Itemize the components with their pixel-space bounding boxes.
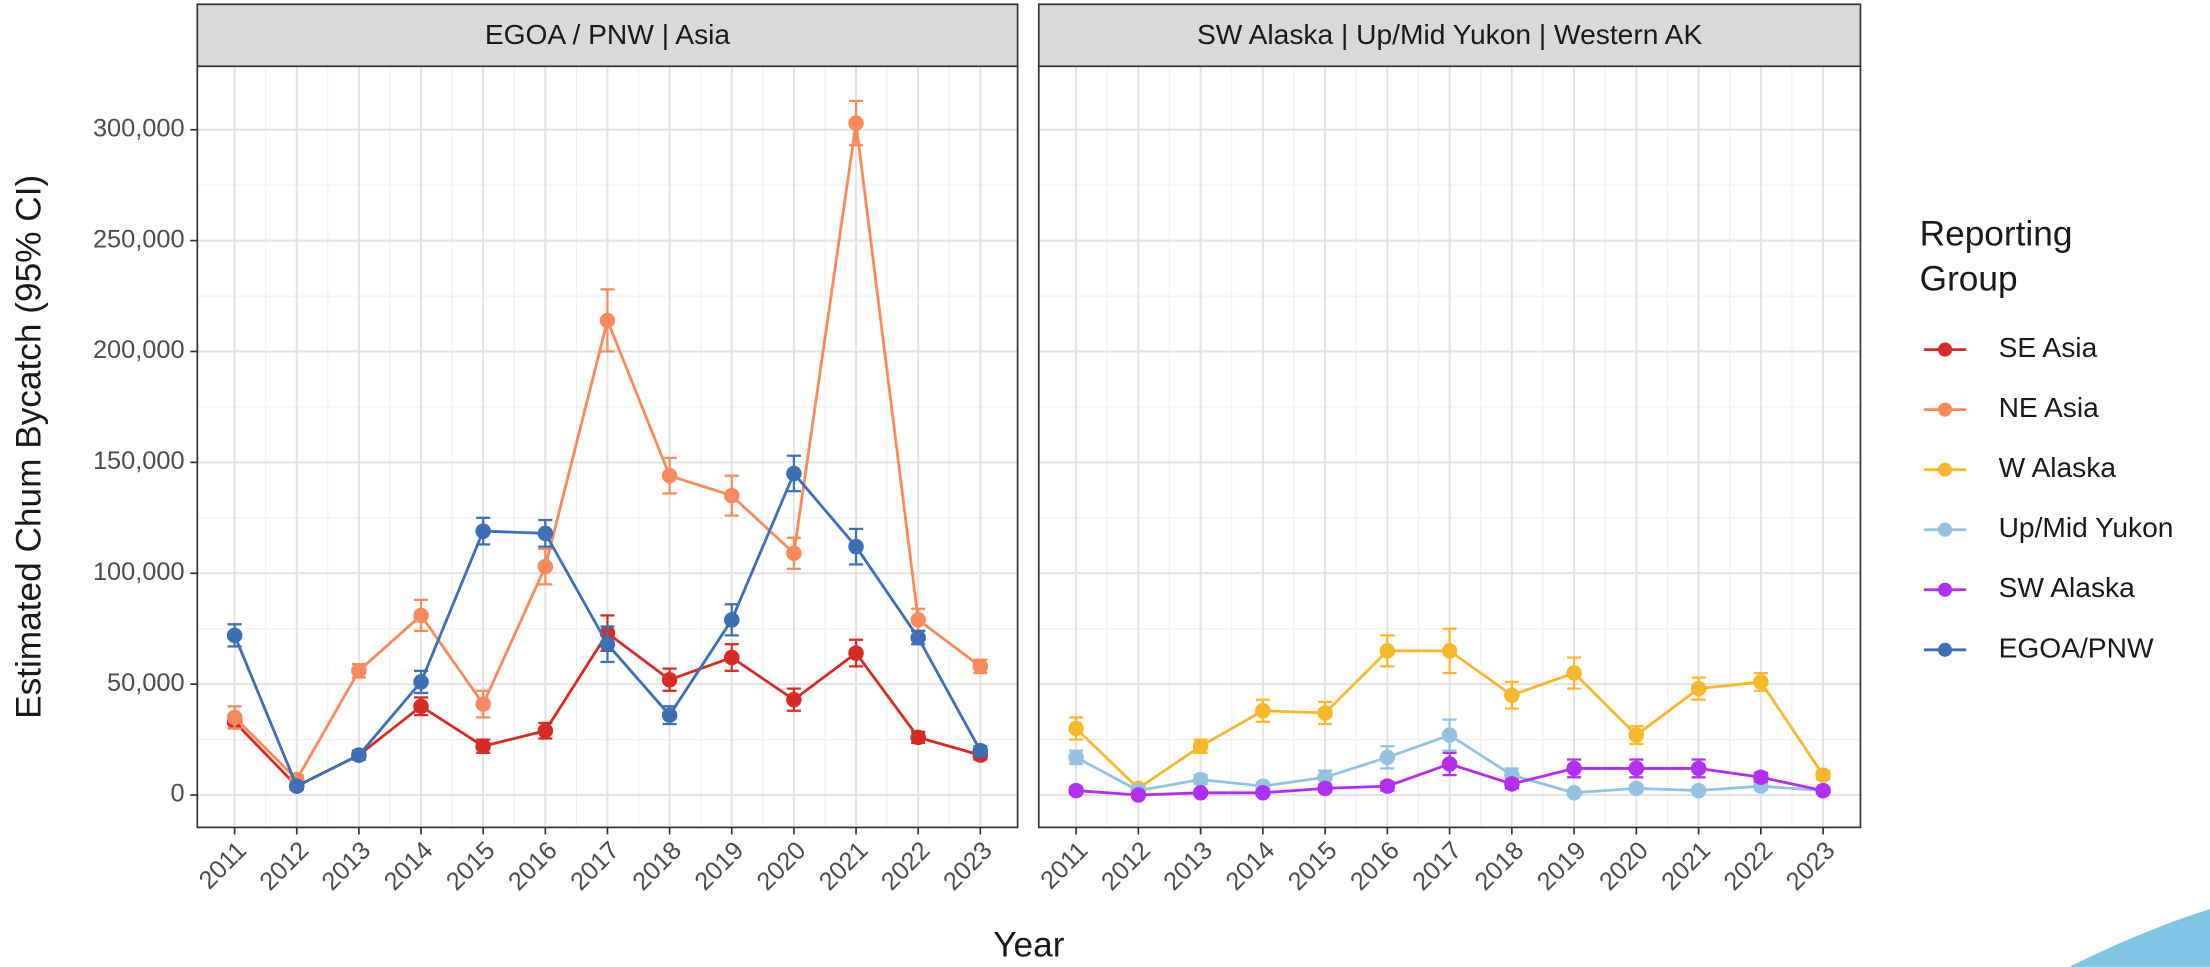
y-tick-label: 300,000 [93, 114, 185, 142]
data-point [1192, 785, 1209, 801]
data-point [661, 671, 678, 688]
data-point [972, 658, 989, 675]
data-point [786, 465, 802, 482]
data-point [786, 545, 802, 562]
strip-label: EGOA / PNW | Asia [485, 18, 731, 50]
data-point [1130, 787, 1147, 803]
data-point [1628, 780, 1645, 797]
data-point [226, 709, 243, 726]
data-point [1255, 703, 1271, 719]
legend-key-point [1937, 642, 1953, 657]
data-point [1441, 756, 1458, 772]
data-point [1690, 760, 1707, 777]
data-point [661, 467, 678, 484]
legend-key-point [1937, 342, 1953, 357]
data-point [351, 747, 367, 763]
legend-title-box: Reporting Group [1919, 214, 2073, 299]
y-tick-label: 50,000 [107, 669, 185, 697]
data-point [1192, 738, 1209, 754]
data-point [1068, 720, 1084, 737]
data-point [848, 645, 864, 661]
legend-label: EGOA/PNW [1999, 631, 2154, 663]
data-point [1753, 769, 1769, 786]
data-point [537, 722, 554, 739]
data-point [1628, 760, 1645, 777]
data-point [413, 698, 429, 715]
legend-label: W Alaska [1999, 451, 2117, 483]
y-axis-title: Estimated Chum Bycatch (95% CI) [9, 175, 48, 719]
data-point [1566, 665, 1582, 681]
data-point [786, 691, 802, 708]
data-point [599, 636, 616, 652]
data-point [848, 538, 864, 555]
legend-key-point [1937, 462, 1953, 477]
data-point [910, 612, 926, 628]
data-point [1815, 767, 1831, 783]
data-point [1192, 771, 1209, 788]
data-point [1504, 687, 1520, 703]
legend-label: SE Asia [1999, 331, 2098, 363]
legend-label: SW Alaska [1999, 571, 2136, 603]
data-point [724, 612, 740, 628]
data-point [288, 778, 305, 794]
strip [196, 3, 1019, 68]
data-point [1690, 680, 1707, 697]
data-point [1690, 782, 1707, 799]
y-tick-label: 150,000 [93, 447, 185, 475]
data-point [475, 523, 491, 539]
y-tick-label: 0 [171, 780, 185, 808]
panel-border [196, 65, 1019, 829]
data-point [1753, 674, 1769, 690]
data-point [475, 738, 491, 754]
strip-label: SW Alaska | Up/Mid Yukon | Western AK [1197, 18, 1702, 50]
data-point [661, 707, 678, 723]
data-point [1379, 643, 1396, 659]
data-point [1255, 785, 1271, 801]
legend-label: Up/Mid Yukon [1999, 511, 2174, 543]
data-point [413, 607, 429, 624]
y-tick-label: 100,000 [93, 558, 185, 586]
data-point [1441, 643, 1458, 659]
data-point [1815, 782, 1831, 799]
decoration [2069, 909, 2210, 967]
data-point [910, 629, 926, 646]
data-point [910, 729, 926, 746]
legend-title: Reporting Group [1919, 214, 2073, 299]
data-point [1441, 727, 1458, 743]
data-point [1317, 780, 1333, 797]
legend-label: NE Asia [1999, 391, 2100, 423]
data-point [1379, 778, 1396, 794]
data-point [413, 674, 429, 690]
data-point [1379, 749, 1396, 766]
y-tick-label: 250,000 [93, 225, 185, 253]
x-axis-title: Year [993, 926, 1064, 965]
legend-key-point [1937, 522, 1953, 537]
data-point [1504, 776, 1520, 792]
data-point [537, 525, 554, 542]
data-point [1566, 785, 1582, 801]
data-point [724, 487, 740, 504]
data-point [475, 696, 491, 712]
data-point [972, 742, 989, 759]
data-point [226, 627, 243, 644]
data-point [351, 663, 367, 679]
legend-key-point [1937, 582, 1953, 597]
data-point [1068, 749, 1084, 766]
data-point [1566, 760, 1582, 777]
legend-key-point [1937, 402, 1953, 417]
data-point [1317, 705, 1333, 721]
data-point [1628, 727, 1645, 743]
data-point [1317, 769, 1333, 786]
data-point [1068, 782, 1084, 799]
data-point [599, 312, 616, 329]
y-tick-label: 200,000 [93, 336, 185, 364]
data-point [848, 115, 864, 131]
data-point [724, 649, 740, 666]
strip [1037, 3, 1862, 68]
data-point [537, 558, 554, 575]
panel-border [1037, 65, 1862, 829]
